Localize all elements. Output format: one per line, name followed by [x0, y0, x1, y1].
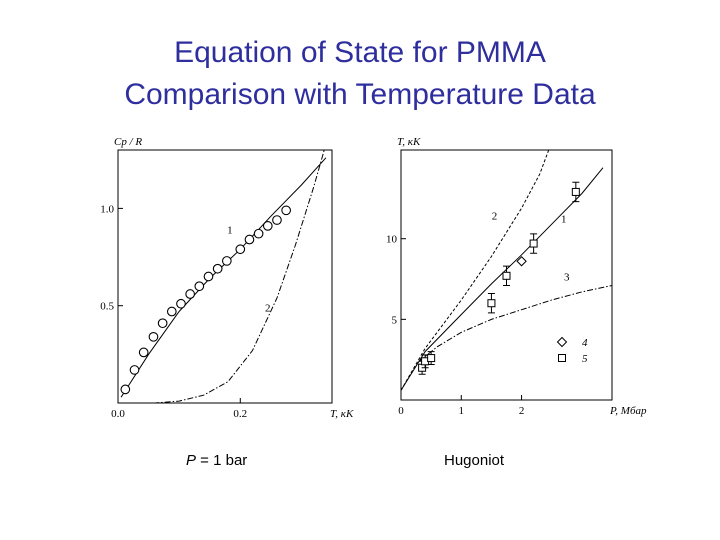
data-point-square: [427, 354, 436, 363]
title-line-1: Equation of State for PMMA: [174, 36, 546, 69]
data-point-circle: [235, 244, 246, 255]
y-axis-label: T, кK: [397, 136, 421, 148]
data-point-circle: [148, 331, 159, 342]
series-line-2: [130, 150, 325, 403]
legend: 45: [556, 336, 588, 365]
data-point-circle: [212, 263, 223, 274]
x-axis-label: T, кK: [330, 408, 354, 420]
series-group: [120, 150, 327, 403]
legend-label: 4: [582, 337, 588, 349]
data-point-square: [571, 187, 580, 196]
curve-label: 3: [564, 272, 570, 284]
series-line-3: [418, 285, 612, 362]
data-point-circle: [166, 306, 177, 317]
caption-hugoniot: Hugoniot: [444, 452, 505, 469]
data-point-circle: [253, 228, 264, 239]
data-point-circle: [194, 281, 205, 292]
title-line-2: Comparison with Temperature Data: [124, 78, 596, 111]
series-line-2: [401, 150, 550, 391]
data-point-square: [558, 354, 566, 362]
heat-capacity-chart: 0.0 0.2 0.5 1.0 T, кK Cp / R 1 2: [100, 136, 354, 420]
y-tick-label: 10: [386, 234, 398, 246]
y-tick-label: 0.5: [100, 301, 114, 313]
x-tick-label: 1: [459, 405, 465, 417]
data-point-circle: [120, 384, 131, 395]
curve-label: 1: [227, 225, 233, 237]
data-point-circle: [272, 215, 282, 225]
legend-label: 5: [582, 353, 588, 365]
x-tick-label: 2: [519, 405, 525, 417]
data-point-square: [529, 239, 538, 248]
series-line-1: [120, 157, 327, 398]
x-axis-label: P, Мбар: [609, 405, 647, 417]
data-point-circle: [281, 205, 291, 216]
curve-label: 2: [492, 210, 498, 222]
data-point-circle: [176, 298, 186, 309]
data-point-square: [502, 271, 511, 280]
plot-frame: [400, 149, 613, 401]
data-point-circle: [157, 318, 168, 329]
caption-pressure-var: P: [186, 452, 197, 469]
curve-label: 2: [265, 303, 271, 315]
data-point-square: [487, 299, 496, 308]
data-point-circle: [244, 234, 255, 245]
x-tick-label: 0: [398, 405, 404, 417]
caption-pressure: P = 1 bar: [186, 452, 247, 469]
x-tick-label: 0.2: [233, 408, 247, 420]
y-tick-label: 1.0: [100, 203, 114, 215]
data-point-circle: [138, 347, 149, 358]
y-axis-label: Cp / R: [114, 136, 142, 148]
plot-frame: [117, 149, 333, 404]
data-point-circle: [262, 221, 273, 231]
data-point-circle: [203, 271, 214, 282]
data-point-diamond: [556, 336, 568, 348]
data-point-diamond: [516, 256, 527, 267]
curve-label: 1: [561, 214, 567, 226]
y-tick-label: 5: [392, 314, 398, 326]
x-tick-label: 0.0: [111, 408, 125, 420]
data-point-circle: [221, 256, 232, 266]
data-point-circle: [129, 365, 140, 375]
caption-pressure-text: = 1 bar: [196, 452, 248, 469]
data-point-circle: [185, 289, 195, 299]
slide-title: Equation of State for PMMA Comparison wi…: [0, 32, 720, 116]
